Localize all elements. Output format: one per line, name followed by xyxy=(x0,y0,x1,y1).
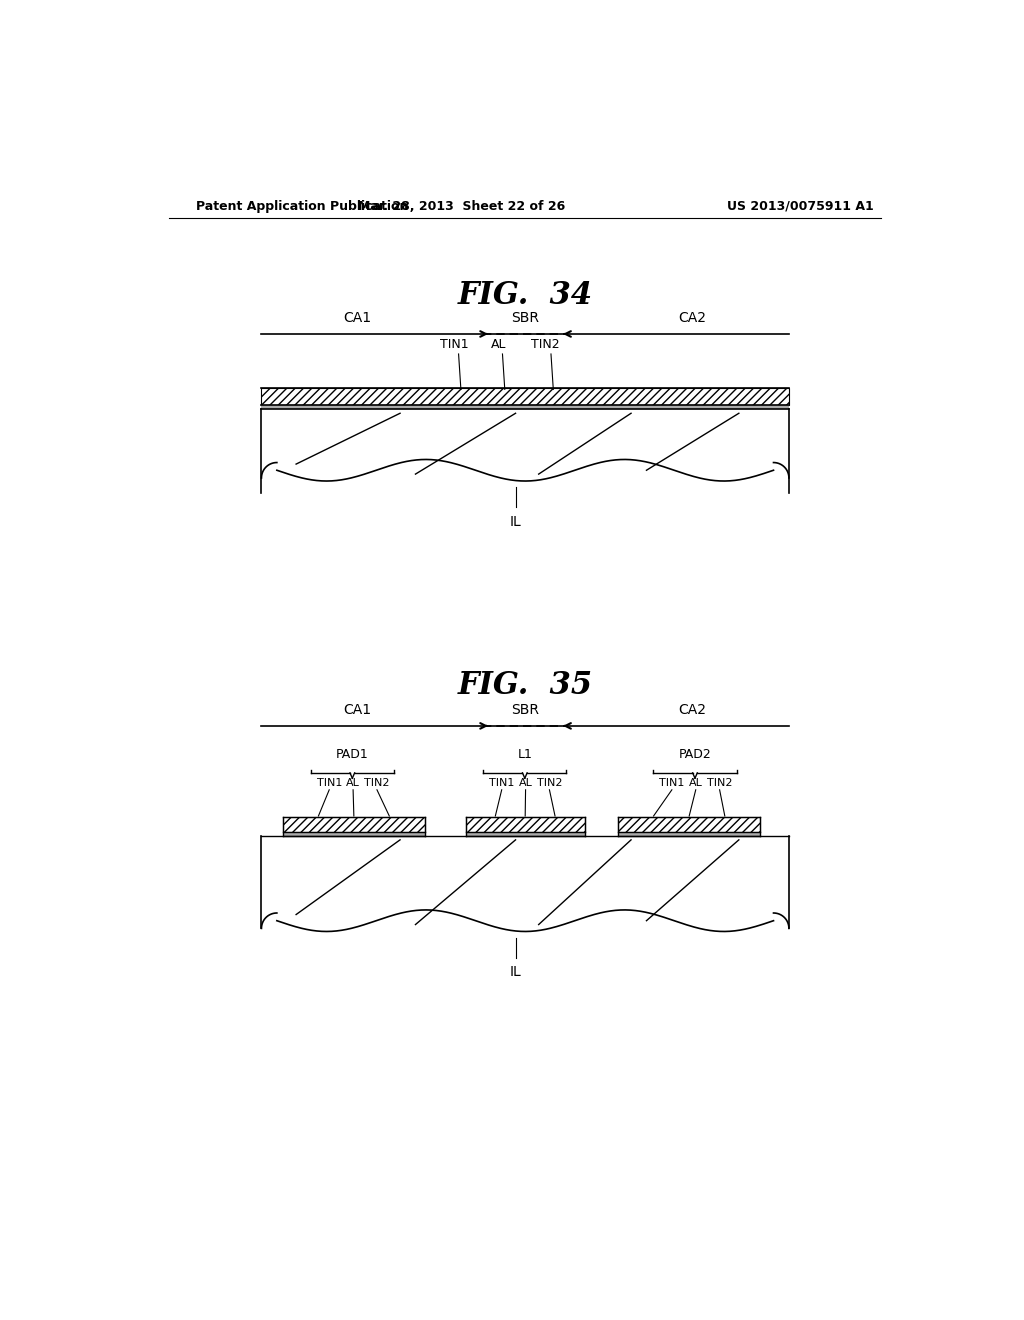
Text: TIN1: TIN1 xyxy=(439,338,468,351)
Text: TIN2: TIN2 xyxy=(537,779,562,788)
Text: TIN2: TIN2 xyxy=(530,338,559,351)
Bar xyxy=(261,388,788,405)
Bar xyxy=(617,832,761,836)
Bar xyxy=(466,817,585,832)
Bar xyxy=(466,832,585,836)
Text: PAD2: PAD2 xyxy=(679,747,712,760)
Text: IL: IL xyxy=(510,965,521,979)
Text: AL: AL xyxy=(346,779,360,788)
Text: TIN2: TIN2 xyxy=(707,779,732,788)
Text: TIN1: TIN1 xyxy=(316,779,342,788)
Text: SBR: SBR xyxy=(511,702,539,717)
Text: CA1: CA1 xyxy=(344,310,372,325)
Bar xyxy=(283,817,425,832)
Text: AL: AL xyxy=(518,779,532,788)
Text: AL: AL xyxy=(490,338,507,351)
Bar xyxy=(283,832,425,836)
Text: AL: AL xyxy=(689,779,702,788)
Text: US 2013/0075911 A1: US 2013/0075911 A1 xyxy=(727,199,873,213)
Bar xyxy=(617,817,761,832)
Text: CA2: CA2 xyxy=(679,702,707,717)
Text: TIN2: TIN2 xyxy=(365,779,390,788)
Text: CA2: CA2 xyxy=(679,310,707,325)
Text: SBR: SBR xyxy=(511,310,539,325)
Text: L1: L1 xyxy=(517,747,532,760)
Text: TIN1: TIN1 xyxy=(659,779,685,788)
Text: IL: IL xyxy=(510,515,521,529)
Text: Mar. 28, 2013  Sheet 22 of 26: Mar. 28, 2013 Sheet 22 of 26 xyxy=(358,199,565,213)
Text: PAD1: PAD1 xyxy=(336,747,369,760)
Text: CA1: CA1 xyxy=(344,702,372,717)
Bar xyxy=(261,405,788,409)
Text: FIG.  35: FIG. 35 xyxy=(458,671,592,701)
Text: FIG.  34: FIG. 34 xyxy=(458,280,592,312)
Text: TIN1: TIN1 xyxy=(489,779,514,788)
Text: Patent Application Publication: Patent Application Publication xyxy=(196,199,409,213)
